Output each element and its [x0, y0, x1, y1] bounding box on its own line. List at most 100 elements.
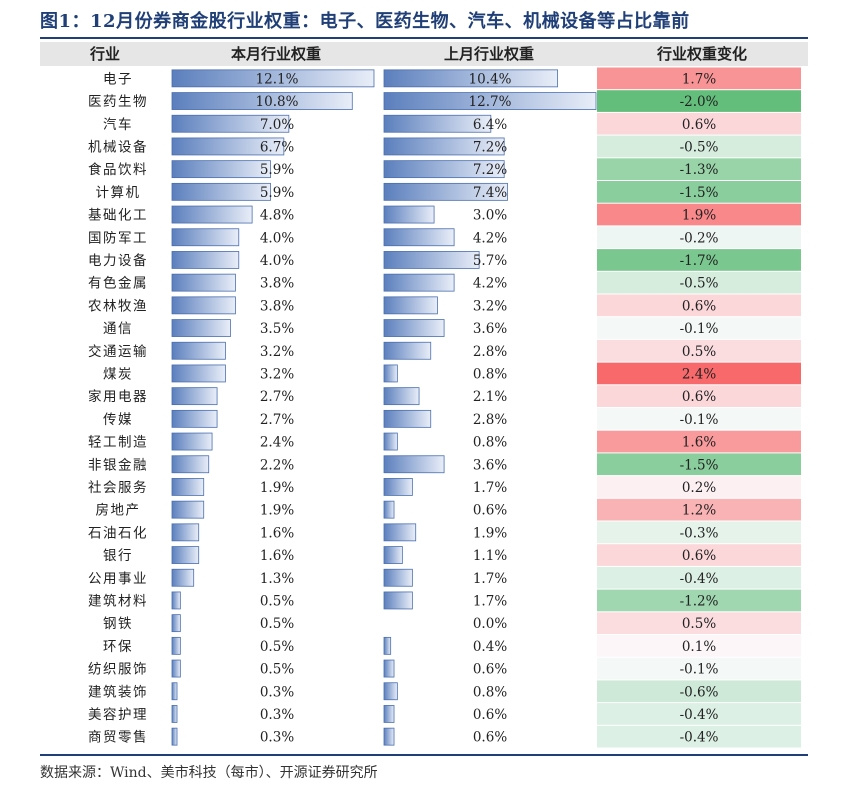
- sector-label: 医药生物: [88, 94, 148, 110]
- sector-label: 交通运输: [88, 343, 148, 360]
- previous-weight-label: 0.6%: [473, 503, 507, 519]
- sector-label: 建筑材料: [88, 593, 148, 609]
- weight-change-label: -0.2%: [680, 230, 719, 246]
- current-weight-label: 12.1%: [256, 71, 299, 87]
- current-weight-bar: [171, 659, 181, 678]
- weight-change-cell: [597, 271, 801, 294]
- current-weight-label: 2.4%: [260, 435, 294, 451]
- previous-weight-label: 1.7%: [473, 480, 507, 496]
- weight-change-label: 1.6%: [682, 435, 716, 451]
- current-weight-bar: [171, 523, 200, 542]
- weight-change-cell: [597, 453, 801, 476]
- previous-weight-label: 0.6%: [473, 730, 507, 746]
- previous-weight-label: 3.0%: [473, 208, 507, 224]
- weight-change-label: 0.6%: [682, 117, 716, 133]
- sector-label: 有色金属: [88, 275, 148, 292]
- weight-change-cell: [597, 249, 801, 271]
- previous-weight-label: 3.6%: [473, 321, 507, 337]
- previous-weight-label: 7.2%: [473, 162, 507, 178]
- sector-label: 煤炭: [103, 366, 133, 382]
- current-weight-bar: [171, 636, 181, 655]
- previous-weight-label: 2.8%: [473, 412, 507, 428]
- current-weight-label: 3.5%: [260, 321, 294, 337]
- previous-weight-label: 12.7%: [469, 94, 512, 110]
- weight-change-label: 1.2%: [682, 503, 716, 519]
- sector-label: 环保: [103, 639, 133, 655]
- current-weight-label: 0.3%: [260, 730, 294, 746]
- current-weight-bar: [171, 614, 181, 633]
- weight-change-cell: [597, 703, 801, 725]
- weight-change-label: -1.5%: [680, 185, 719, 201]
- previous-weight-label: 7.2%: [473, 139, 507, 155]
- weight-change-label: 0.5%: [682, 616, 716, 632]
- previous-weight-bar: [383, 182, 508, 201]
- weight-change-label: -2.0%: [680, 94, 719, 110]
- current-weight-bar: [171, 705, 178, 723]
- current-weight-bar: [171, 273, 236, 292]
- current-weight-label: 3.2%: [260, 344, 294, 360]
- weight-change-cell: [597, 498, 801, 521]
- previous-weight-bar: [383, 636, 392, 655]
- sector-label: 基础化工: [88, 207, 148, 224]
- previous-weight-bar: [383, 591, 413, 610]
- current-weight-label: 1.9%: [260, 503, 294, 519]
- sector-label: 房地产: [96, 503, 141, 519]
- current-weight-bar: [171, 296, 236, 315]
- weight-change-label: -0.1%: [680, 662, 719, 678]
- header-previous-weight: 上月行业权重: [443, 45, 534, 63]
- previous-weight-bar: [383, 228, 455, 247]
- weight-change-cell: [597, 657, 801, 680]
- sector-label: 非银金融: [88, 457, 148, 473]
- sector-label: 建筑装饰: [88, 684, 148, 700]
- weight-change-cell: [597, 112, 801, 135]
- previous-weight-label: 0.6%: [473, 662, 507, 678]
- sector-label: 公用事业: [88, 571, 148, 587]
- sector-label: 社会服务: [88, 480, 148, 496]
- weight-change-cell: [597, 476, 801, 498]
- weight-change-cell: [597, 680, 801, 703]
- previous-weight-bar: [383, 409, 432, 428]
- weight-change-label: -0.5%: [680, 139, 719, 155]
- weight-change-label: -1.2%: [680, 593, 719, 609]
- previous-weight-bar: [383, 364, 398, 383]
- previous-weight-bar: [383, 387, 420, 406]
- bottom-rule: [40, 754, 808, 756]
- weight-change-label: -0.4%: [680, 707, 719, 723]
- sector-label: 轻工制造: [88, 435, 148, 451]
- sector-label: 电子: [103, 71, 133, 87]
- sector-label: 纺织服饰: [88, 662, 148, 678]
- current-weight-label: 2.7%: [260, 412, 294, 428]
- current-weight-bar: [171, 319, 231, 337]
- weight-change-cell: [597, 362, 801, 385]
- title-rule: [40, 37, 808, 39]
- previous-weight-label: 4.2%: [473, 230, 507, 246]
- weight-change-label: 0.2%: [682, 480, 716, 496]
- current-weight-label: 3.8%: [260, 298, 294, 314]
- current-weight-label: 7.0%: [260, 117, 294, 133]
- current-weight-label: 0.3%: [260, 707, 294, 723]
- current-weight-label: 4.0%: [260, 230, 294, 246]
- previous-weight-label: 4.2%: [473, 276, 507, 292]
- current-weight-bar: [171, 546, 200, 564]
- sector-label: 传媒: [103, 412, 133, 428]
- weight-change-cell: [597, 635, 801, 657]
- current-weight-bar: [171, 228, 240, 247]
- current-weight-bar: [171, 727, 178, 746]
- current-weight-label: 1.6%: [260, 525, 294, 541]
- sector-label: 钢铁: [103, 616, 133, 632]
- weight-change-label: -0.1%: [680, 412, 719, 428]
- weight-change-label: -0.5%: [680, 276, 719, 292]
- sector-label: 食品饮料: [88, 161, 148, 178]
- weight-change-cell: [597, 203, 801, 226]
- previous-weight-label: 1.9%: [473, 525, 507, 541]
- weight-change-label: 2.4%: [682, 366, 716, 382]
- weight-change-cell: [597, 566, 801, 589]
- weight-change-cell: [597, 317, 801, 339]
- page-title: 图1：12月份券商金股行业权重：电子、医药生物、汽车、机械设备等占比靠前: [40, 11, 690, 32]
- current-weight-bar: [171, 409, 218, 428]
- weight-change-cell: [597, 294, 801, 317]
- current-weight-label: 0.5%: [260, 639, 294, 655]
- current-weight-label: 2.2%: [260, 457, 294, 473]
- current-weight-label: 6.7%: [260, 139, 294, 155]
